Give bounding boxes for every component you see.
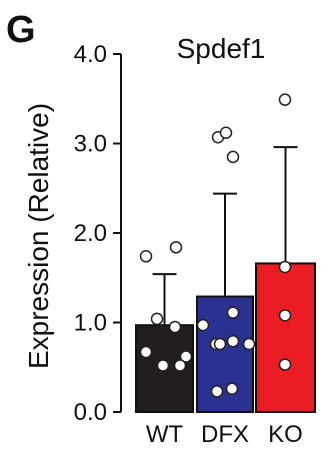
data-point-dfx bbox=[226, 306, 240, 319]
data-point-dfx bbox=[242, 337, 256, 351]
x-tick-label-ko: KO bbox=[268, 421, 303, 448]
data-point-dfx bbox=[210, 385, 224, 398]
error-bars bbox=[152, 146, 298, 326]
data-point-wt bbox=[139, 345, 153, 359]
y-axis-label: Expression (Relative) bbox=[23, 103, 54, 369]
data-point-wt bbox=[173, 359, 187, 372]
data-point-ko bbox=[278, 260, 292, 274]
data-point-wt bbox=[156, 359, 170, 372]
data-point-wt bbox=[150, 312, 164, 326]
data-points bbox=[139, 93, 292, 398]
data-point-wt bbox=[168, 320, 182, 334]
x-ticks: WT DFX KO bbox=[146, 421, 303, 448]
bar-dfx bbox=[196, 295, 254, 414]
x-tick-label-wt: WT bbox=[146, 421, 184, 448]
data-point-wt bbox=[179, 350, 193, 363]
data-point-dfx bbox=[226, 150, 240, 164]
data-point-ko bbox=[278, 309, 292, 322]
data-point-dfx bbox=[219, 126, 233, 140]
data-point-ko bbox=[278, 93, 292, 106]
x-tick-label-dfx: DFX bbox=[201, 421, 249, 448]
data-point-ko bbox=[278, 358, 292, 371]
data-point-dfx bbox=[213, 337, 227, 351]
y-ticks: 0.0 1.0 2.0 3.0 4.0 bbox=[74, 41, 121, 426]
bar-ko bbox=[255, 262, 316, 413]
y-tick-label: 1.0 bbox=[74, 310, 107, 337]
panel-letter: G bbox=[6, 9, 36, 51]
data-point-wt bbox=[139, 250, 153, 263]
y-tick-label: 3.0 bbox=[74, 131, 107, 158]
y-tick-label: 4.0 bbox=[74, 41, 107, 68]
data-point-dfx bbox=[226, 335, 240, 348]
y-tick-label: 0.0 bbox=[74, 399, 107, 426]
data-point-dfx bbox=[225, 382, 239, 395]
chart-title: Spdef1 bbox=[177, 33, 266, 64]
data-point-wt bbox=[169, 241, 183, 254]
y-tick-label: 2.0 bbox=[74, 220, 107, 247]
data-point-dfx bbox=[196, 318, 210, 332]
